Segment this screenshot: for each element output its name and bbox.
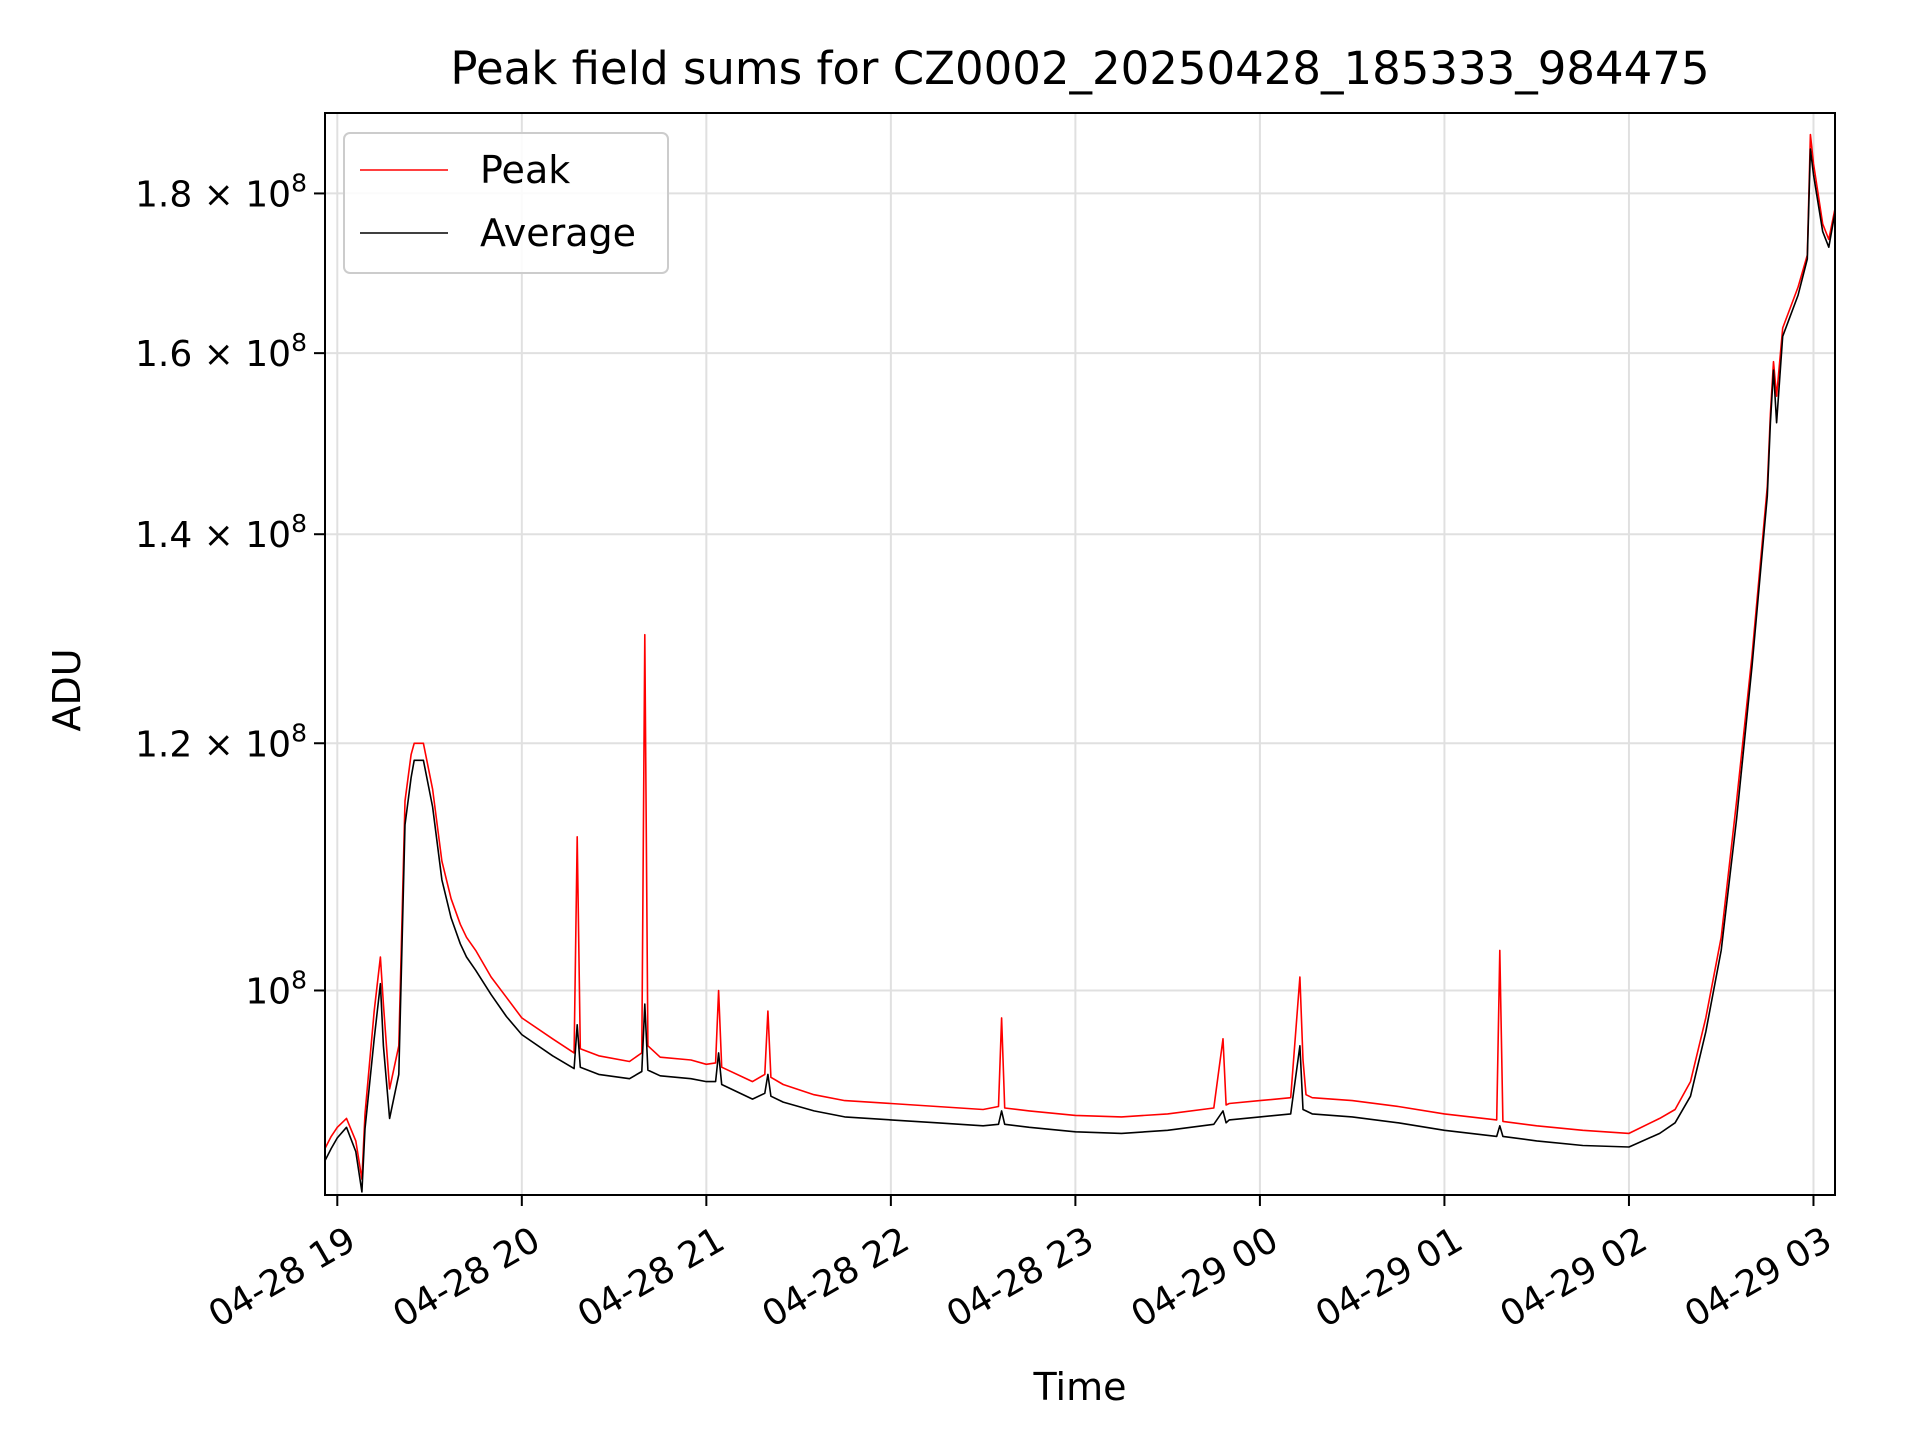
y-tick-label: 1.2 × 108: [135, 718, 307, 765]
legend: Peak Average: [343, 132, 669, 274]
x-axis-label: Time: [1033, 1365, 1127, 1409]
legend-label-peak: Peak: [480, 148, 570, 192]
x-tick-label: 04-28 21: [571, 1219, 732, 1335]
y-tick-label: 1.4 × 108: [135, 509, 307, 556]
x-axis: 04-28 19 04-28 20 04-28 21 04-28 22 04-28 23…: [202, 1195, 1839, 1336]
x-tick-label: 04-29 02: [1494, 1219, 1655, 1335]
x-tick-label: 04-28 23: [940, 1219, 1101, 1335]
x-tick-label: 04-28 20: [386, 1219, 547, 1335]
y-tick-label: 1.6 × 108: [135, 328, 307, 375]
legend-label-average: Average: [480, 211, 636, 255]
plot-frame: [324, 112, 1836, 1196]
y-axis-label: ADU: [45, 648, 89, 731]
grid-lines: [325, 113, 1835, 1195]
x-tick-label: 04-29 01: [1309, 1219, 1470, 1335]
y-tick-label: 108: [245, 965, 307, 1012]
series-line-peak: [324, 133, 1836, 1181]
series-line-average: [324, 148, 1836, 1193]
x-tick-label: 04-29 03: [1678, 1219, 1839, 1335]
chart-title: Peak field sums for CZ0002_20250428_1853…: [450, 42, 1709, 95]
legend-box: [343, 132, 669, 274]
x-tick-label: 04-28 22: [755, 1219, 916, 1335]
plot-series: [324, 133, 1836, 1193]
y-tick-label: 1.8 × 108: [135, 168, 307, 215]
x-tick-label: 04-29 00: [1125, 1219, 1286, 1335]
x-tick-label: 04-28 19: [202, 1219, 363, 1335]
y-axis: 108 1.2 × 108 1.4 × 108 1.6 × 108 1.8 × 108: [135, 168, 325, 1012]
